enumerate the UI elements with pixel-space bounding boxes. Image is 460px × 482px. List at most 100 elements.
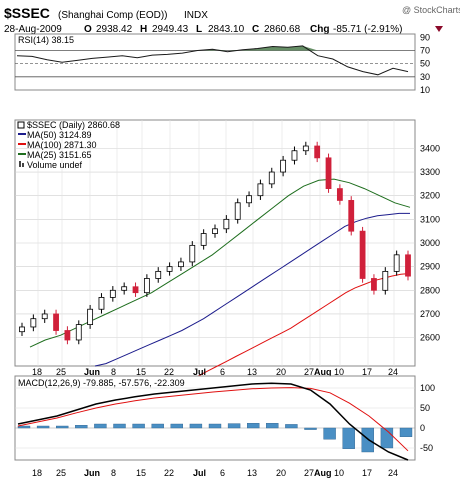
macd-hist-bar — [342, 427, 355, 449]
legend-ma50-item: MA(50) 3124.89 — [18, 130, 92, 140]
ma50-line — [94, 212, 410, 367]
candle-body — [166, 266, 173, 272]
macd-hist-bar — [189, 423, 203, 429]
macd-x-tick-label: Aug — [314, 468, 332, 478]
candles — [19, 141, 411, 345]
price-tick-label: 2600 — [420, 333, 440, 343]
price-tick-label: 3400 — [420, 143, 440, 153]
price-x-tick-label: 27 — [304, 367, 314, 377]
candle-body — [19, 326, 25, 333]
watermark: @ StockCharts.com — [402, 5, 460, 15]
candle-body — [348, 200, 355, 232]
candle-body — [64, 330, 71, 341]
legend-ma25-label: MA(25) 3151.65 — [27, 150, 92, 160]
candle-body — [302, 145, 309, 152]
rsi-tick-label: 30 — [420, 72, 430, 82]
macd-hist-bar — [399, 427, 413, 438]
rsi-y-ticks: 90 70 50 30 10 — [420, 32, 430, 95]
price-x-tick-label: 18 — [32, 367, 42, 377]
low-label: L — [196, 24, 202, 35]
macd-x-tick-label: 15 — [136, 468, 146, 478]
price-x-tick-label: Aug — [314, 367, 332, 377]
macd-x-tick-label: 25 — [56, 468, 66, 478]
exchange-label: INDX — [184, 10, 208, 21]
candle-body — [178, 261, 184, 268]
macd-hist-bar — [151, 423, 164, 429]
candle-body — [30, 318, 37, 328]
down-arrow-icon — [435, 26, 443, 32]
macd-hist-bar — [36, 425, 50, 429]
price-x-tick-label: Jun — [84, 367, 100, 377]
price-x-tick-label: 25 — [56, 367, 66, 377]
legend-candle-swatch — [17, 121, 25, 129]
high-label: H — [140, 24, 147, 35]
rsi-tick-label: 70 — [420, 45, 430, 55]
macd-hist-bar — [94, 423, 107, 429]
candle-body — [223, 218, 230, 230]
macd-signal-line — [17, 387, 409, 452]
rsi-overbought-fill — [17, 45, 408, 51]
candle-body — [359, 230, 366, 279]
price-tick-label: 3000 — [420, 238, 440, 248]
candle-body — [189, 244, 196, 263]
macd-x-tick-label: 24 — [388, 468, 398, 478]
macd-x-tick-label: 6 — [220, 468, 225, 478]
price-tick-label: 3100 — [420, 214, 440, 224]
candle-body — [98, 297, 105, 310]
price-x-tick-label: 20 — [276, 367, 286, 377]
rsi-tick-label: 90 — [420, 32, 430, 42]
macd-hist-bar — [266, 423, 279, 429]
candle-body — [75, 324, 82, 341]
change-value: -85.71 (-2.91%) — [333, 24, 402, 35]
macd-title: MACD(12,26,9) -79.885, -57.576, -22.309 — [18, 378, 185, 388]
rsi-tick-label: 10 — [420, 85, 430, 95]
macd-hist-bar — [323, 427, 336, 440]
legend-volume-item: Volume undef — [19, 160, 83, 170]
macd-hist-bar — [285, 424, 298, 429]
price-x-tick-label: 22 — [164, 367, 174, 377]
change-label: Chg — [310, 24, 329, 35]
legend-ma50-label: MA(50) 3124.89 — [27, 130, 92, 140]
candle-body — [382, 270, 389, 291]
ma25-line — [29, 178, 411, 348]
legend-volume-swatch — [19, 161, 21, 167]
candle-body — [246, 195, 252, 204]
price-x-tick-label: Jul — [193, 367, 206, 377]
macd-tick-label: -50 — [420, 443, 433, 453]
close-label: C — [252, 24, 259, 35]
macd-x-tick-label: 18 — [32, 468, 42, 478]
price-y-ticks: 3400 3300 3200 3100 3000 2900 2800 2700 2600 — [420, 143, 440, 342]
candle-body — [371, 278, 377, 291]
index-name: (Shanghai Comp (EOD)) — [58, 10, 167, 21]
macd-x-tick-label: Jul — [193, 468, 206, 478]
price-tick-label: 2700 — [420, 309, 440, 319]
price-tick-label: 3200 — [420, 191, 440, 201]
legend-symbol-item: $SSEC (Daily) 2860.68 — [17, 120, 120, 130]
candle-body — [132, 286, 139, 294]
candle-body — [336, 188, 343, 201]
rsi-panel — [14, 33, 416, 91]
macd-x-axis: 18 25 Jun 8 15 22 Jul 6 13 20 27 Aug 10 17 24 — [32, 468, 398, 478]
macd-x-tick-label: 17 — [362, 468, 372, 478]
legend-ma25-item: MA(25) 3151.65 — [18, 150, 92, 160]
price-x-tick-label: 10 — [334, 367, 344, 377]
legend-symbol-label: $SSEC (Daily) 2860.68 — [27, 120, 120, 130]
macd-x-tick-label: 8 — [111, 468, 116, 478]
candle-body — [143, 278, 150, 294]
legend-ma100-label: MA(100) 2871.30 — [27, 140, 97, 150]
candle-body — [280, 159, 287, 173]
macd-x-tick-label: 20 — [276, 468, 286, 478]
macd-tick-label: 100 — [420, 383, 435, 393]
macd-hist-bar — [246, 423, 260, 429]
candle-body — [325, 157, 332, 189]
candle-body — [234, 202, 241, 220]
price-x-tick-label: 13 — [247, 367, 257, 377]
macd-hist-bar — [170, 423, 184, 429]
macd-hist-bar — [132, 423, 145, 429]
legend-ma100-item: MA(100) 2871.30 — [18, 140, 97, 150]
candle-body — [257, 183, 264, 197]
rsi-line — [16, 45, 409, 76]
macd-y-ticks: 100 50 0 -50 — [420, 383, 435, 453]
candle-body — [109, 289, 116, 298]
